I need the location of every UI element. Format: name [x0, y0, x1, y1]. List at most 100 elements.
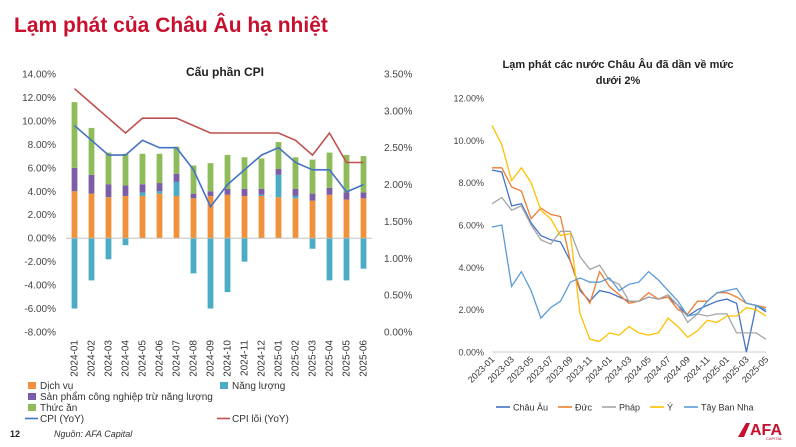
y-left-tick-label: 10.00% [22, 116, 56, 127]
bar-segment [139, 184, 146, 193]
bar-segment [309, 200, 316, 239]
bar-segment [258, 188, 265, 195]
bar-segment [241, 238, 248, 262]
bar-segment [309, 193, 316, 201]
bar-segment [105, 197, 112, 239]
bar-segment [156, 153, 163, 184]
chart1-title: Cấu phần CPI [186, 65, 264, 79]
bar-segment [156, 183, 163, 192]
bar-segment [88, 174, 95, 194]
bar-segment [292, 195, 299, 199]
bar-segment [88, 193, 95, 239]
legend-label: CPI (YoY) [40, 414, 84, 425]
y-left-tick-label: 2.00% [28, 210, 56, 221]
x-tick-label: 2024-10 [223, 340, 234, 377]
bar-segment [224, 188, 231, 195]
x-tick-label: 2024-08 [189, 340, 200, 377]
europe-inflation-chart: Lạm phát các nước Châu Âu đã dần về mức d… [453, 58, 770, 413]
x-tick-label: 2024-03 [104, 340, 115, 377]
chart2-title-line: dưới 2% [596, 75, 641, 87]
bar-segment [275, 142, 282, 169]
bar-segment [139, 195, 146, 239]
y-right-tick-label: 0.00% [384, 328, 412, 339]
bar-segment [224, 154, 231, 189]
bar-segment [105, 238, 112, 260]
legend-label: Ý [667, 403, 673, 413]
line-series [491, 224, 767, 320]
bar-segment [139, 192, 146, 196]
y-tick-label: 12.00% [453, 94, 484, 104]
y-left-tick-label: 6.00% [28, 163, 56, 174]
bar-segment [343, 192, 350, 200]
x-tick-label: 2025-02 [291, 340, 302, 377]
bar-segment [173, 173, 180, 182]
bar-segment [156, 193, 163, 239]
y-right-tick-label: 1.50% [384, 217, 412, 228]
x-tick-label: 2024-07 [172, 340, 183, 377]
bar-segment [241, 157, 248, 189]
bar-segment [360, 156, 367, 193]
bar-segment [190, 193, 197, 199]
y-right-tick-label: 0.50% [384, 291, 412, 302]
x-tick-label: 2024-06 [155, 340, 166, 377]
bar-segment [309, 159, 316, 194]
svg-text:AFA: AFA [750, 422, 782, 439]
bar-segment [241, 188, 248, 196]
page-number: 12 [10, 429, 21, 439]
bar-segment [105, 184, 112, 198]
y-tick-label: 2.00% [458, 305, 484, 315]
bar-segment [292, 157, 299, 189]
afa-capital-logo: AFA CAPITAL [738, 422, 783, 441]
bar-segment [275, 197, 282, 239]
y-right-tick-label: 2.50% [384, 143, 412, 154]
bar-segment [173, 181, 180, 196]
legend-label: Châu Âu [513, 403, 548, 413]
y-tick-label: 8.00% [458, 178, 484, 188]
y-right-tick-label: 3.50% [384, 70, 412, 81]
bar-segment [122, 238, 129, 246]
y-left-tick-label: 0.00% [28, 234, 56, 245]
y-right-tick-label: 3.00% [384, 106, 412, 117]
x-tick-label: 2024-01 [70, 340, 81, 377]
x-tick-label: 2025-04 [325, 340, 336, 377]
x-tick-label: 2024-04 [121, 340, 132, 377]
bar-segment [207, 163, 214, 192]
legend-label: Sản phẩm công nghiệp trừ năng lượng [40, 391, 213, 403]
cpi-components-chart: Cấu phần CPI 14.00% 12.00% 10.00% 8.00% 6.00%… [22, 65, 412, 425]
bar-segment [224, 194, 231, 239]
y-left-tick-label: -4.00% [24, 281, 56, 292]
x-tick-label: 2024-05 [138, 340, 149, 377]
x-tick-label: 2024-11 [240, 340, 251, 376]
y-right-tick-label: 2.00% [384, 180, 412, 191]
bar-segment [326, 187, 333, 195]
x-tick-label: 2025-05 [342, 340, 353, 377]
bar-segment [258, 158, 265, 189]
page-title: Lạm phát của Châu Âu hạ nhiệt [14, 14, 328, 37]
bar-segment [71, 191, 78, 239]
svg-text:CAPITAL: CAPITAL [766, 436, 783, 441]
bar-segment [190, 165, 197, 194]
bar-segment [292, 198, 299, 239]
line-series [492, 167, 767, 315]
bar-segment [275, 168, 282, 175]
bar-segment [326, 194, 333, 239]
bar-segment [173, 146, 180, 174]
bar-segment [173, 195, 180, 239]
y-tick-label: 4.00% [458, 263, 484, 273]
y-left-tick-label: -2.00% [24, 257, 56, 268]
y-right-tick-label: 1.00% [384, 254, 412, 265]
legend-swatch [28, 382, 36, 389]
y-tick-label: 0.00% [458, 348, 484, 358]
bar-segment [309, 238, 316, 249]
line-cpi [73, 124, 364, 209]
x-tick-label: 2024-12 [257, 340, 268, 377]
bar-segment [122, 153, 129, 186]
legend-label: Dịch vụ [40, 381, 73, 392]
legend-label: Tây Ban Nha [701, 403, 754, 413]
y-left-tick-label: 14.00% [22, 70, 56, 81]
y-tick-label: 6.00% [458, 221, 484, 231]
bar-segment [224, 238, 231, 293]
bar-segment [88, 238, 95, 281]
bar-segment [122, 185, 129, 196]
bar-segment [360, 198, 367, 239]
